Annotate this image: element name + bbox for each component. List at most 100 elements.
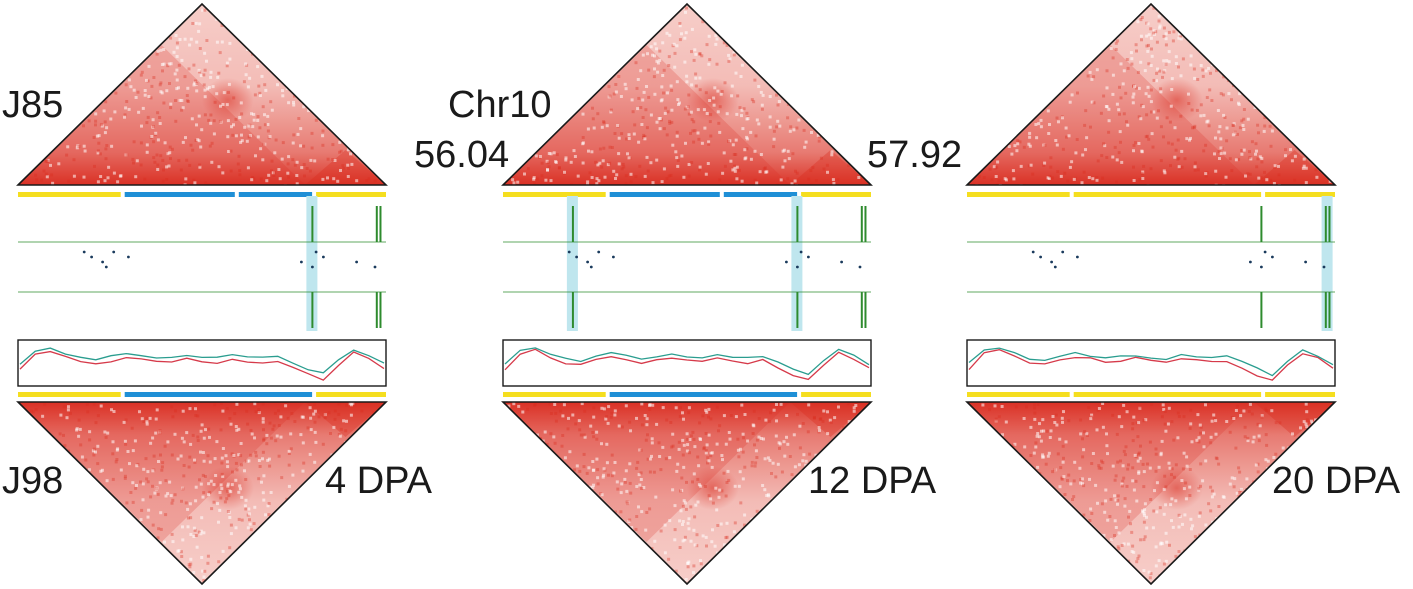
heatmap-pixel — [1152, 78, 1156, 82]
heatmap-pixel — [1068, 165, 1072, 169]
heatmap-pixel — [573, 155, 577, 158]
heatmap-pixel — [1209, 509, 1213, 513]
heatmap-pixel — [1272, 182, 1276, 185]
heatmap-pixel — [653, 42, 657, 46]
heatmap-pixel — [198, 47, 202, 50]
heatmap-pixel — [1197, 436, 1201, 440]
heatmap-pixel — [1053, 421, 1057, 424]
heatmap-pixel — [521, 410, 525, 414]
heatmap-pixel — [1121, 82, 1125, 86]
heatmap-pixel — [552, 435, 556, 439]
heatmap-pixel — [586, 127, 590, 131]
heatmap-pixel — [668, 519, 672, 523]
heatmap-pixel — [229, 422, 233, 426]
heatmap-pixel — [645, 85, 648, 88]
heatmap-pixel — [226, 465, 230, 469]
heatmap-pixel — [582, 433, 586, 437]
heatmap-pixel — [194, 407, 197, 411]
heatmap-pixel — [755, 456, 759, 459]
heatmap-pixel — [171, 415, 175, 419]
heatmap-pixel — [1090, 77, 1094, 81]
heatmap-pixel — [992, 165, 996, 169]
heatmap-pixel — [1059, 466, 1063, 470]
heatmap-pixel — [309, 428, 313, 432]
heatmap-pixel — [189, 533, 193, 536]
heatmap-pixel — [139, 73, 143, 77]
heatmap-pixel — [745, 111, 749, 115]
heatmap-pixel — [1154, 545, 1158, 549]
heatmap-pixel — [1133, 85, 1137, 89]
heatmap-pixel — [689, 434, 693, 438]
heatmap-pixel — [1162, 169, 1166, 173]
heatmap-pixel — [606, 421, 610, 425]
heatmap-pixel — [1014, 405, 1018, 409]
heatmap-pixel — [540, 161, 544, 165]
heatmap-pixel — [280, 157, 284, 161]
heatmap-pixel — [220, 487, 224, 491]
heatmap-pixel — [1079, 481, 1083, 485]
heatmap-pixel — [168, 145, 172, 149]
heatmap-pixel — [1078, 466, 1082, 470]
heatmap-pixel — [699, 559, 702, 563]
heatmap-pixel — [1227, 92, 1231, 96]
heatmap-pixel — [684, 141, 687, 145]
heatmap-pixel — [337, 433, 341, 436]
heatmap-pixel — [673, 538, 677, 542]
heatmap-pixel — [718, 130, 722, 134]
heatmap-pixel — [1081, 455, 1085, 459]
heatmap-pixel — [1304, 402, 1308, 406]
heatmap-pixel — [1142, 513, 1146, 517]
heatmap-pixel — [96, 151, 100, 155]
heatmap-pixel — [1147, 62, 1151, 66]
heatmap-pixel — [85, 402, 89, 406]
heatmap-pixel — [592, 415, 596, 419]
heatmap-pixel — [1143, 508, 1147, 512]
heatmap-pixel — [172, 50, 176, 54]
heatmap-pixel — [125, 153, 129, 157]
heatmap-pixel — [92, 136, 96, 139]
heatmap-pixel — [297, 117, 301, 120]
heatmap-pixel — [166, 440, 170, 444]
heatmap-pixel — [158, 429, 162, 433]
heatmap-pixel — [292, 100, 295, 104]
heatmap-pixel — [165, 89, 169, 93]
heatmap-pixel — [123, 113, 127, 117]
heatmap-pixel — [228, 417, 232, 420]
heatmap-pixel — [104, 100, 108, 104]
heatmap-pixel — [755, 181, 759, 185]
heatmap-pixel — [583, 435, 587, 439]
heatmap-pixel — [146, 79, 150, 83]
heatmap-pixel — [1036, 403, 1040, 406]
heatmap-pixel — [1225, 126, 1229, 130]
heatmap-pixel — [692, 437, 696, 441]
heatmap-pixel — [199, 529, 203, 533]
heatmap-pixel — [156, 138, 160, 142]
heatmap-pixel — [677, 440, 681, 444]
heatmap-pixel — [338, 140, 342, 144]
heatmap-pixel — [759, 90, 763, 94]
heatmap-pixel — [596, 163, 600, 167]
heatmap-pixel — [256, 65, 260, 69]
heatmap-pixel — [1126, 542, 1130, 546]
heatmap-pixel — [1202, 149, 1206, 153]
heatmap-pixel — [669, 173, 673, 177]
heatmap-pixel — [795, 171, 799, 175]
heatmap-pixel — [196, 439, 200, 442]
heatmap-pixel — [1217, 462, 1221, 466]
heatmap-pixel — [158, 83, 162, 87]
heatmap-pixel — [994, 175, 998, 178]
heatmap-pixel — [752, 424, 756, 428]
stage-label-12dpa: 12 DPA — [808, 460, 937, 502]
heatmap-pixel — [777, 441, 781, 445]
heatmap-pixel — [1082, 513, 1086, 517]
heatmap-pixel — [1136, 557, 1140, 561]
heatmap-pixel — [156, 492, 160, 496]
heatmap-pixel — [98, 152, 102, 156]
heatmap-pixel — [1143, 502, 1147, 506]
heatmap-pixel — [1042, 429, 1046, 433]
heatmap-pixel — [1097, 466, 1101, 470]
heatmap-pixel — [774, 434, 778, 438]
heatmap-pixel — [588, 171, 592, 175]
heatmap-pixel — [322, 413, 326, 416]
heatmap-pixel — [167, 62, 171, 66]
